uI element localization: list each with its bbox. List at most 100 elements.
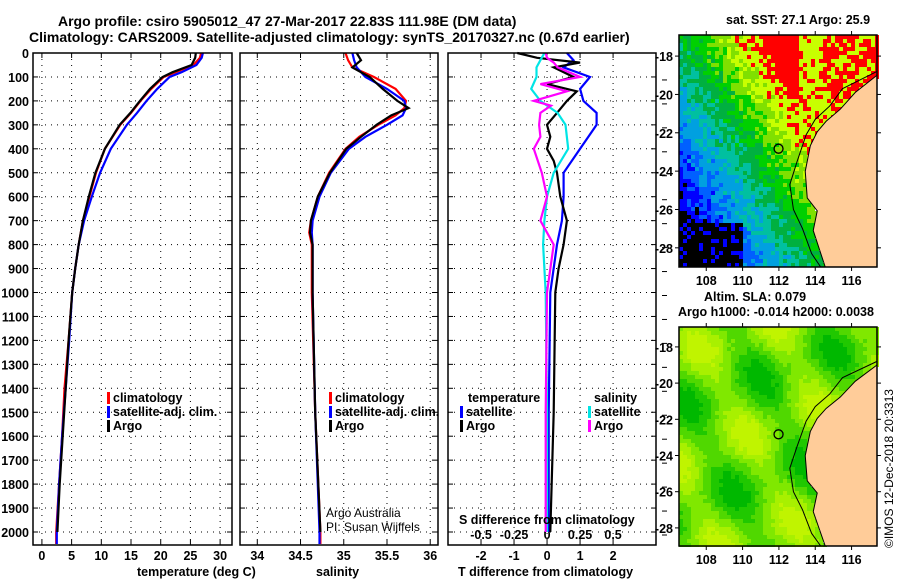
map-cell xyxy=(787,411,791,415)
map-cell xyxy=(735,123,739,127)
map-cell xyxy=(767,351,771,355)
map-cell xyxy=(767,543,771,547)
map-cell xyxy=(771,435,775,439)
map-cell xyxy=(723,411,727,415)
map-cell xyxy=(723,215,727,219)
map-cell xyxy=(707,155,711,159)
map-cell xyxy=(799,535,803,539)
map-cell xyxy=(855,71,859,75)
map-cell xyxy=(831,47,835,51)
map-cell xyxy=(871,67,875,71)
map-cell xyxy=(683,43,687,47)
map-cell xyxy=(779,203,783,207)
map-cell xyxy=(763,263,767,267)
map-cell xyxy=(755,395,759,399)
map-cell xyxy=(787,111,791,115)
map-cell xyxy=(811,503,815,507)
map-cell xyxy=(791,507,795,511)
map-cell xyxy=(787,47,791,51)
map-cell xyxy=(835,375,839,379)
map-cell xyxy=(747,135,751,139)
map-cell xyxy=(791,443,795,447)
map-cell xyxy=(739,471,743,475)
map-cell xyxy=(751,411,755,415)
map-cell xyxy=(859,335,863,339)
map-cell xyxy=(863,363,867,367)
map-cell xyxy=(831,63,835,67)
map-cell xyxy=(807,71,811,75)
map-cell xyxy=(723,383,727,387)
map-cell xyxy=(783,103,787,107)
map-cell xyxy=(783,427,787,431)
map-cell xyxy=(819,55,823,59)
map-cell xyxy=(855,371,859,375)
map-cell xyxy=(831,91,835,95)
map-cell xyxy=(755,127,759,131)
map-cell xyxy=(863,347,867,351)
map-cell xyxy=(715,115,719,119)
map-cell xyxy=(687,135,691,139)
map-cell xyxy=(703,495,707,499)
map-cell xyxy=(727,79,731,83)
map-cell xyxy=(747,59,751,63)
map-cell xyxy=(707,87,711,91)
map-cell xyxy=(759,155,763,159)
map-cell xyxy=(739,451,743,455)
map-cell xyxy=(735,167,739,171)
map-cell xyxy=(715,207,719,211)
map-cell xyxy=(755,171,759,175)
map-cell xyxy=(703,439,707,443)
map-cell xyxy=(715,55,719,59)
map-cell xyxy=(695,103,699,107)
map-cell xyxy=(731,527,735,531)
map-cell xyxy=(679,331,683,335)
map-cell xyxy=(691,191,695,195)
map-cell xyxy=(791,191,795,195)
map-cell xyxy=(743,435,747,439)
map-cell xyxy=(699,187,703,191)
map-cell xyxy=(715,387,719,391)
map-cell xyxy=(727,191,731,195)
map-cell xyxy=(755,355,759,359)
map-cell xyxy=(811,43,815,47)
map-cell xyxy=(807,259,811,263)
map-cell xyxy=(679,91,683,95)
map-cell xyxy=(691,35,695,39)
map-cell xyxy=(835,335,839,339)
map-cell xyxy=(683,163,687,167)
map-cell xyxy=(799,411,803,415)
map-cell xyxy=(755,351,759,355)
map-cell xyxy=(739,467,743,471)
map-cell xyxy=(699,479,703,483)
map-cell xyxy=(687,227,691,231)
map-cell xyxy=(751,91,755,95)
map-cell xyxy=(683,391,687,395)
map-cell xyxy=(827,103,831,107)
map-cell xyxy=(815,39,819,43)
map-cell xyxy=(699,371,703,375)
map-cell xyxy=(715,123,719,127)
map-cell xyxy=(691,527,695,531)
map-cell xyxy=(763,467,767,471)
map-cell xyxy=(779,243,783,247)
map-cell xyxy=(739,115,743,119)
map-cell xyxy=(823,91,827,95)
map-cell xyxy=(807,35,811,39)
map-cell xyxy=(743,531,747,535)
map-cell xyxy=(755,483,759,487)
map-cell xyxy=(863,43,867,47)
map-cell xyxy=(715,99,719,103)
map-cell xyxy=(735,159,739,163)
map-cell xyxy=(715,431,719,435)
map-cell xyxy=(795,479,799,483)
map-cell xyxy=(683,215,687,219)
map-cell xyxy=(811,79,815,83)
map-cell xyxy=(703,455,707,459)
map-cell xyxy=(759,203,763,207)
map-cell xyxy=(803,471,807,475)
map-cell xyxy=(767,511,771,515)
map-cell xyxy=(743,331,747,335)
map-cell xyxy=(759,199,763,203)
map-cell xyxy=(851,343,855,347)
map-cell xyxy=(759,87,763,91)
